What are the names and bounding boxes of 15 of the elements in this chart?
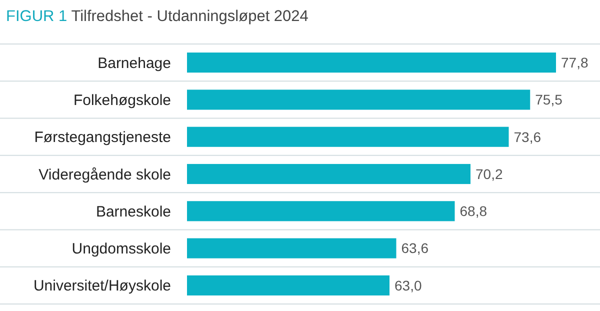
y-tick-label: Førstegangstjeneste: [34, 129, 171, 146]
data-label: 70,2: [476, 166, 503, 182]
y-tick-label: Barnehage: [98, 54, 171, 72]
data-label: 75,5: [535, 92, 563, 108]
data-label: 77,8: [561, 54, 588, 70]
y-tick-label: Universitet/Høyskole: [33, 278, 171, 295]
y-tick-label: Barneskole: [96, 203, 171, 220]
data-label: 68,8: [460, 203, 488, 220]
chart-title: FIGUR 1 Tilfredshet - Utdanningsløpet 2024: [6, 8, 309, 25]
data-label: 63,0: [394, 277, 422, 294]
y-tick-label: Videregående skole: [38, 166, 171, 184]
data-label: 63,6: [401, 240, 429, 256]
data-label: 73,6: [514, 128, 542, 145]
y-tick-label: Folkehøgskole: [73, 92, 171, 109]
y-tick-label: Ungdomsskole: [72, 240, 171, 258]
